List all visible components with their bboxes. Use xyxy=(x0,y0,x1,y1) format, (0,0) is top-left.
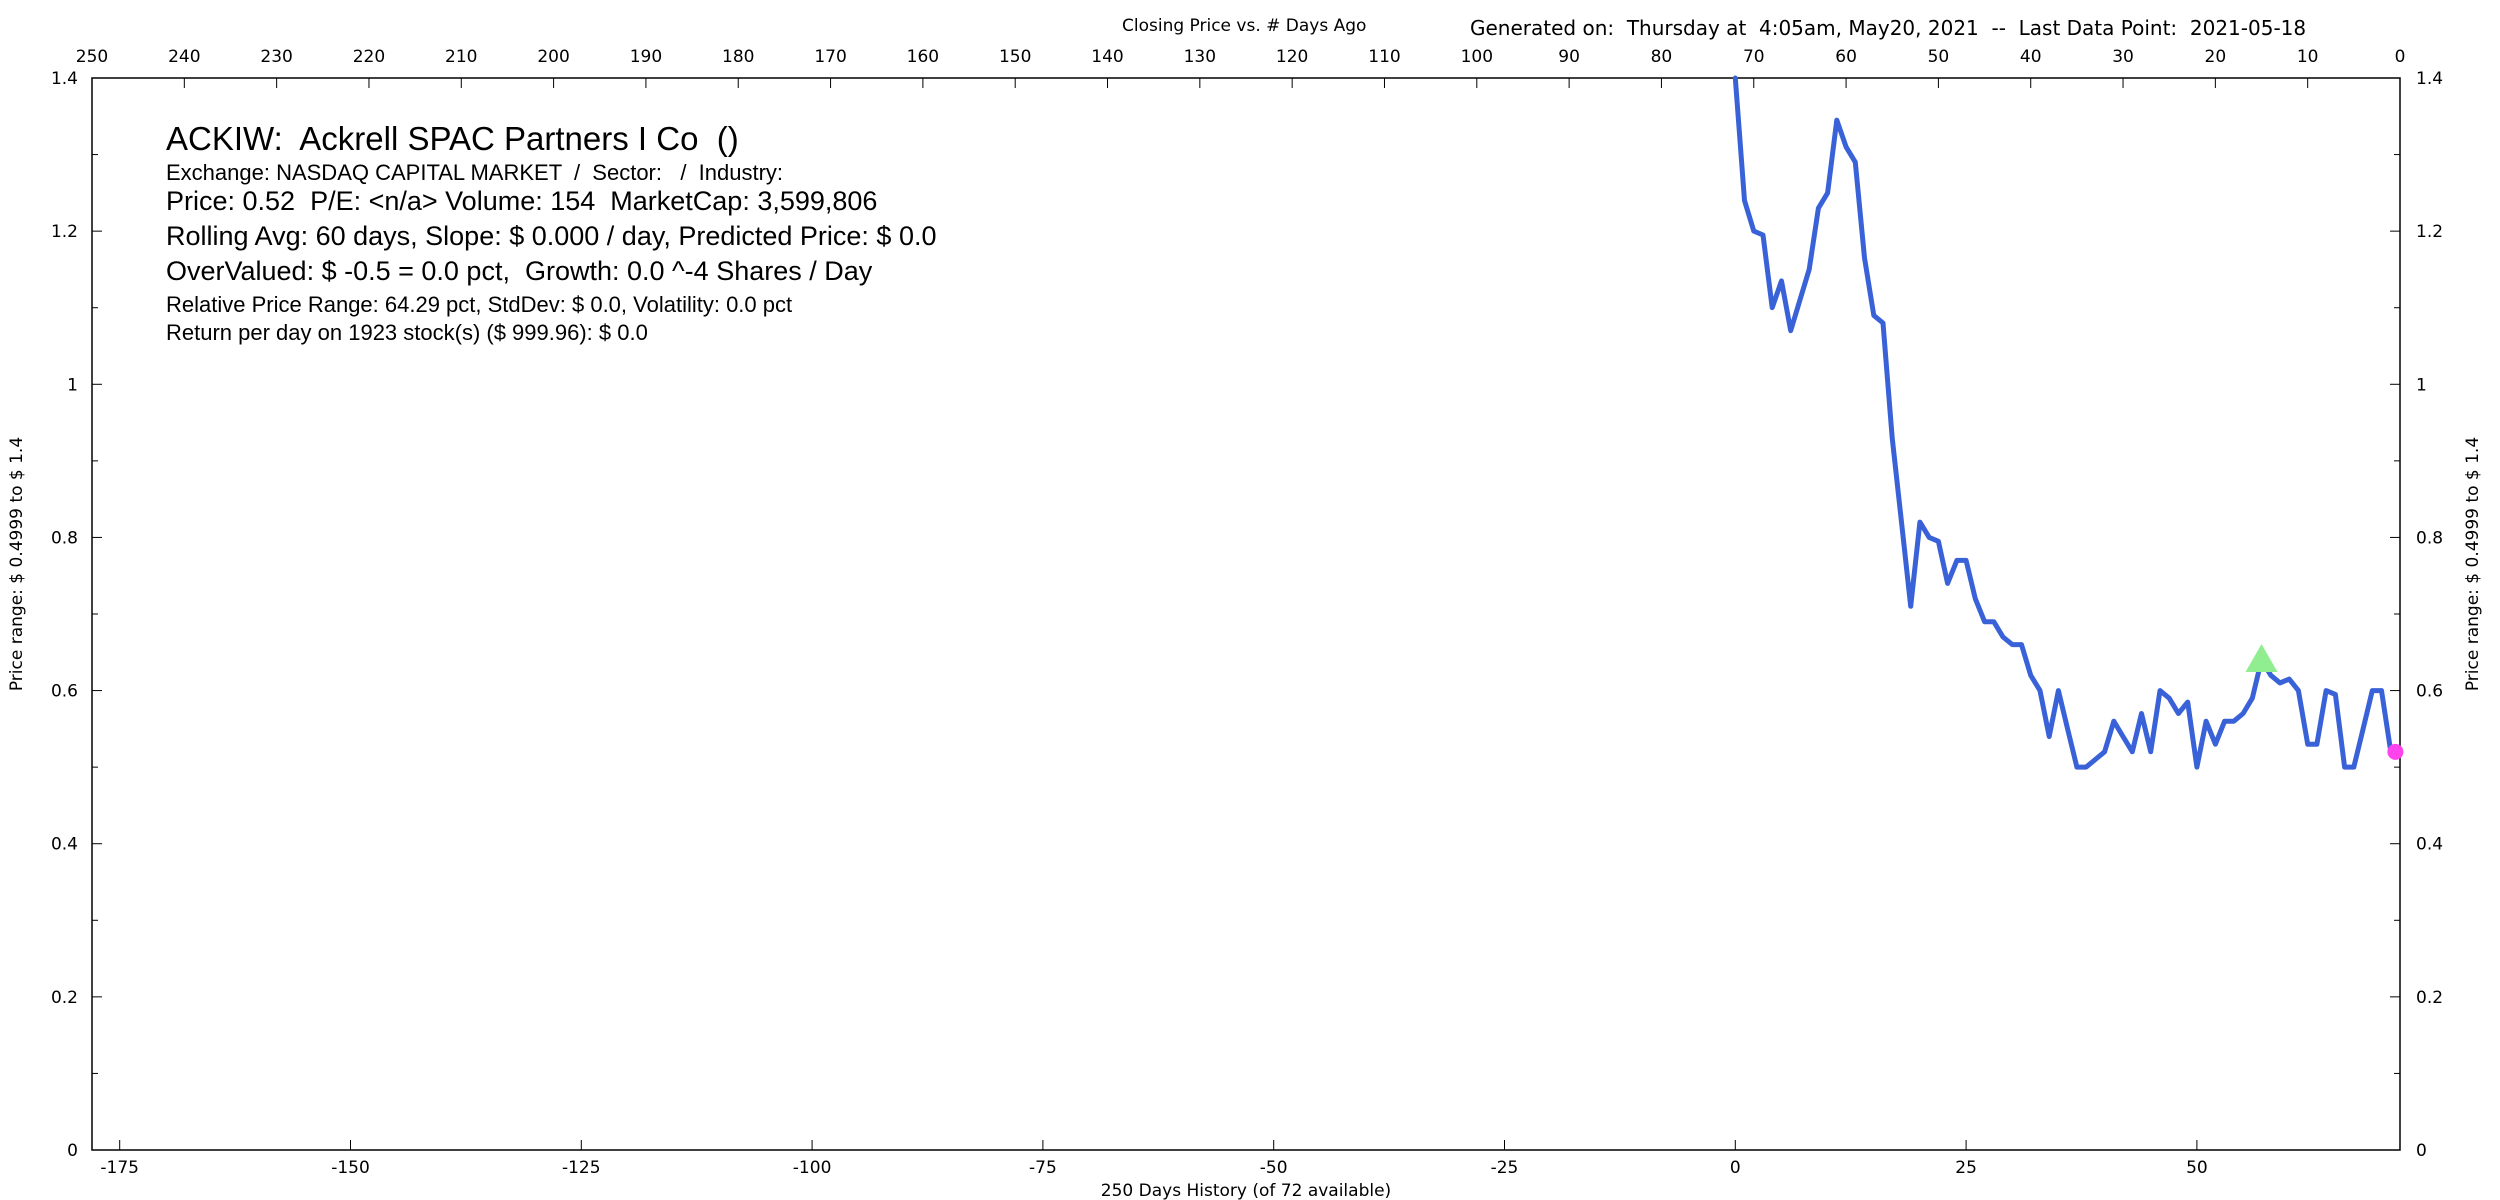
top-tick-label: 150 xyxy=(999,47,1031,67)
left-tick-label: 0 xyxy=(67,1141,78,1161)
left-tick-label: 1 xyxy=(67,375,78,395)
bottom-tick-label: 50 xyxy=(2186,1158,2208,1178)
left-tick-label: 0.4 xyxy=(51,835,78,855)
bottom-tick-label: -175 xyxy=(100,1158,139,1178)
top-tick-label: 230 xyxy=(260,47,292,67)
top-tick-label: 30 xyxy=(2112,47,2134,67)
top-tick-label: 190 xyxy=(630,47,662,67)
right-tick-label: 1.2 xyxy=(2416,222,2443,242)
x-axis-label: 250 Days History (of 72 available) xyxy=(1101,1181,1391,1200)
top-tick-label: 50 xyxy=(1928,47,1950,67)
markers-layer xyxy=(2245,643,2404,760)
top-tick-label: 160 xyxy=(907,47,939,67)
exchange-line: Exchange: NASDAQ CAPITAL MARKET / Sector… xyxy=(166,160,784,185)
left-tick-label: 1.2 xyxy=(51,222,78,242)
top-tick-label: 90 xyxy=(1558,47,1580,67)
price-series-line xyxy=(1732,75,2403,770)
top-tick-label: 110 xyxy=(1368,47,1400,67)
right-tick-label: 0.4 xyxy=(2416,835,2443,855)
top-tick-label: 210 xyxy=(445,47,477,67)
bottom-tick-label: -150 xyxy=(331,1158,370,1178)
top-tick-label: 130 xyxy=(1184,47,1216,67)
top-tick-label: 200 xyxy=(537,47,569,67)
left-tick-label: 0.6 xyxy=(51,682,78,702)
top-tick-label: 20 xyxy=(2205,47,2227,67)
top-tick-label: 140 xyxy=(1091,47,1123,67)
left-tick-label: 1.4 xyxy=(51,69,78,89)
bottom-tick-label: 0 xyxy=(1730,1158,1741,1178)
bottom-tick-label: -75 xyxy=(1029,1158,1057,1178)
y-axis-label-right: Price range: $ 0.4999 to $ 1.4 xyxy=(2463,437,2483,691)
price-range-line: Relative Price Range: 64.29 pct, StdDev:… xyxy=(166,292,793,317)
top-tick-label: 170 xyxy=(814,47,846,67)
return-per-day-line: Return per day on 1923 stock(s) ($ 999.9… xyxy=(166,320,648,345)
bottom-tick-label: -50 xyxy=(1260,1158,1288,1178)
top-tick-label: 120 xyxy=(1276,47,1308,67)
series-layer xyxy=(1732,75,2403,770)
buy-marker-triangle xyxy=(2245,643,2278,672)
chart-title: Closing Price vs. # Days Ago xyxy=(1122,16,1367,36)
left-tick-label: 0.2 xyxy=(51,988,78,1008)
y-axis-label-left: Price range: $ 0.4999 to $ 1.4 xyxy=(7,437,27,691)
bottom-tick-label: 25 xyxy=(1955,1158,1977,1178)
last-price-marker xyxy=(2387,743,2404,760)
top-tick-label: 80 xyxy=(1651,47,1673,67)
right-tick-label: 0 xyxy=(2416,1141,2427,1161)
top-tick-label: 180 xyxy=(722,47,754,67)
top-tick-label: 10 xyxy=(2297,47,2319,67)
top-tick-label: 220 xyxy=(353,47,385,67)
right-tick-label: 1 xyxy=(2416,375,2427,395)
right-tick-label: 0.8 xyxy=(2416,528,2443,548)
overvalued-line: OverValued: $ -0.5 = 0.0 pct, Growth: 0.… xyxy=(166,256,873,286)
top-tick-label: 240 xyxy=(168,47,200,67)
top-tick-label: 250 xyxy=(76,47,108,67)
bottom-tick-label: -125 xyxy=(562,1158,601,1178)
top-tick-label: 100 xyxy=(1461,47,1493,67)
price-line: Price: 0.52 P/E: <n/a> Volume: 154 Marke… xyxy=(166,186,878,216)
rolling-avg-line: Rolling Avg: 60 days, Slope: $ 0.000 / d… xyxy=(166,221,937,251)
top-tick-label: 40 xyxy=(2020,47,2042,67)
right-tick-label: 1.4 xyxy=(2416,69,2443,89)
generated-timestamp: Generated on: Thursday at 4:05am, May20,… xyxy=(1470,16,2307,40)
top-tick-label: 70 xyxy=(1743,47,1765,67)
left-tick-label: 0.8 xyxy=(51,528,78,548)
top-tick-label: 0 xyxy=(2395,47,2406,67)
stock-title: ACKIW: Ackrell SPAC Partners I Co () xyxy=(166,120,739,157)
right-tick-label: 0.6 xyxy=(2416,682,2443,702)
right-tick-label: 0.2 xyxy=(2416,988,2443,1008)
bottom-tick-label: -25 xyxy=(1491,1158,1519,1178)
axis-ticks: 250 240 230 220 210 200 190 180 170 160 150 140 130 1… xyxy=(51,47,2443,1178)
top-tick-label: 60 xyxy=(1835,47,1857,67)
bottom-tick-label: -100 xyxy=(793,1158,832,1178)
